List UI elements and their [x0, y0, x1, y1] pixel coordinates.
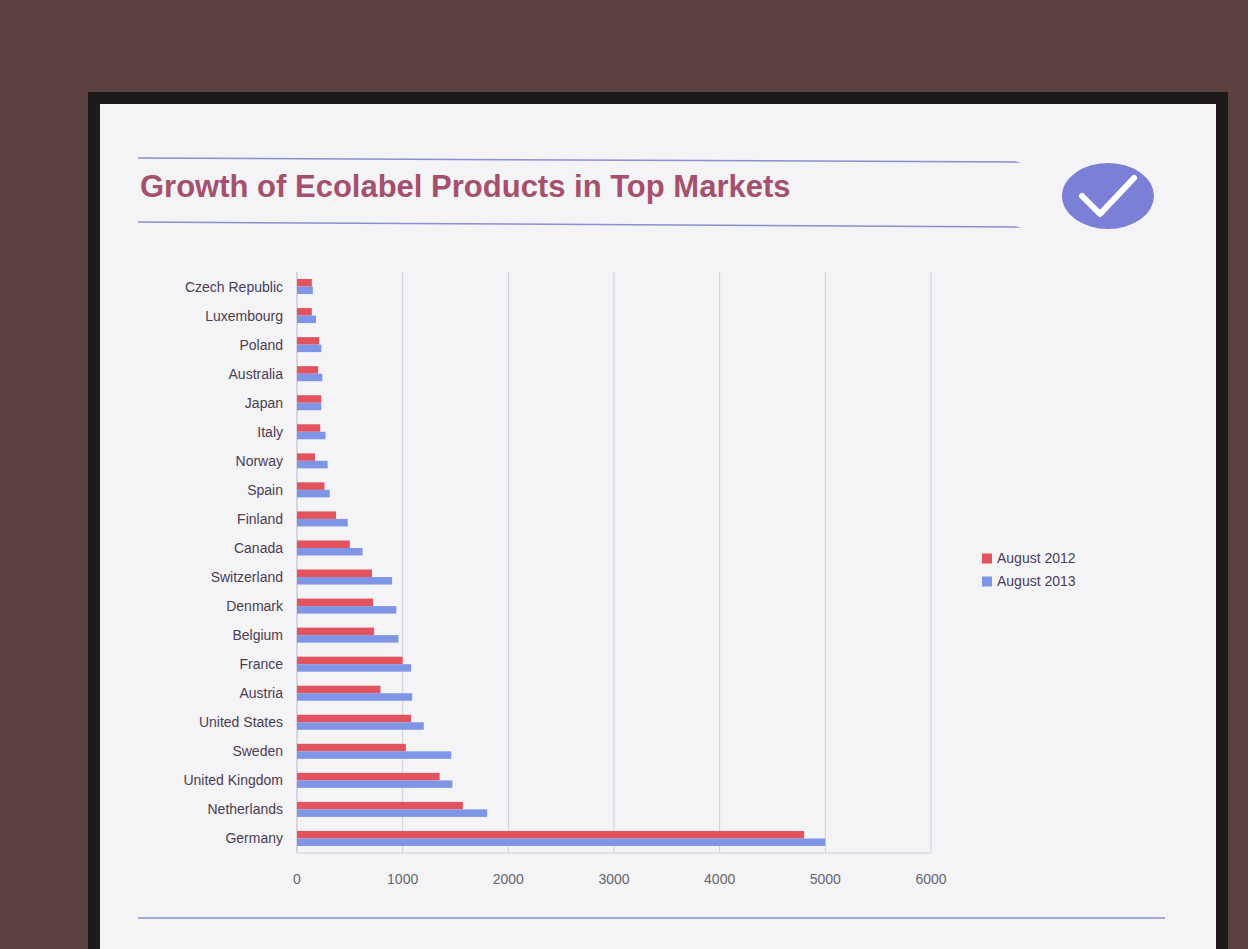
category-label: Belgium: [232, 627, 283, 643]
category-label: United Kingdom: [183, 772, 283, 788]
grid-line: [402, 272, 403, 853]
bar: [297, 838, 825, 846]
category-label: Austria: [239, 685, 283, 701]
axis-line: [297, 853, 931, 854]
bar: [297, 664, 411, 672]
bar: [297, 548, 363, 556]
bar: [297, 693, 412, 701]
category-label: Italy: [257, 424, 283, 440]
bar: [297, 744, 406, 752]
legend-label: August 2013: [997, 573, 1076, 589]
title-rule: [138, 222, 1020, 227]
category-label: Luxembourg: [205, 308, 283, 324]
title: Growth of Ecolabel Products in Top Marke…: [140, 169, 791, 204]
legend-swatch: [982, 554, 992, 564]
bar: [297, 424, 320, 432]
category-label: Sweden: [232, 743, 283, 759]
bar: [297, 780, 452, 788]
category-label: Czech Republic: [185, 279, 283, 295]
grid-line: [719, 272, 720, 853]
bar: [297, 308, 312, 316]
bar: [297, 540, 350, 548]
bar: [297, 461, 328, 469]
bar: [297, 374, 322, 382]
bar: [297, 722, 424, 730]
bar: [297, 345, 321, 353]
bar: [297, 657, 403, 665]
category-label: Spain: [247, 482, 283, 498]
logo: [1062, 163, 1154, 229]
bar: [297, 337, 319, 345]
bars: [297, 279, 825, 846]
bar: [297, 403, 321, 411]
bar: [297, 395, 321, 403]
category-label: Japan: [245, 395, 283, 411]
category-label: Norway: [236, 453, 283, 469]
bar: [297, 715, 411, 723]
category-label: United States: [199, 714, 283, 730]
bar: [297, 751, 451, 759]
bar: [297, 279, 312, 287]
bar: [297, 366, 318, 374]
footer-rule: [138, 917, 1165, 919]
bar: [297, 511, 336, 519]
tick-label: 2000: [493, 871, 524, 887]
tick-label: 3000: [598, 871, 629, 887]
grid-line: [825, 272, 826, 853]
bar: [297, 482, 324, 490]
title-rule: [138, 158, 1020, 162]
grid-line: [508, 272, 509, 853]
bar: [297, 606, 396, 614]
bar: [297, 773, 440, 781]
slide: [100, 104, 1216, 949]
bar: [297, 316, 316, 324]
category-label: Australia: [229, 366, 284, 382]
bar: [297, 287, 313, 295]
bar: [297, 809, 487, 817]
category-label: Denmark: [226, 598, 284, 614]
bar: [297, 628, 374, 636]
bar: [297, 519, 348, 527]
tick-label: 1000: [387, 871, 418, 887]
bar: [297, 635, 398, 643]
bar: [297, 570, 372, 578]
category-label: Netherlands: [208, 801, 284, 817]
bar: [297, 432, 326, 440]
category-label: Germany: [225, 830, 283, 846]
bar: [297, 686, 380, 694]
tick-label: 5000: [810, 871, 841, 887]
bar: [297, 453, 315, 461]
category-label: Canada: [234, 540, 283, 556]
category-label: Finland: [237, 511, 283, 527]
legend-swatch: [982, 577, 992, 587]
logo-check: [1082, 178, 1134, 214]
tick-label: 4000: [704, 871, 735, 887]
bar: [297, 831, 804, 839]
bar: [297, 490, 330, 498]
wall: [0, 0, 1248, 949]
category-label: Poland: [239, 337, 283, 353]
bar: [297, 599, 373, 607]
grid-line: [614, 272, 615, 853]
bar: [297, 802, 463, 810]
category-label: France: [239, 656, 283, 672]
tick-label: 0: [293, 871, 301, 887]
axis-line: [297, 272, 298, 853]
screen-frame: [88, 92, 1228, 949]
chart-root: Growth of Ecolabel Products in Top Marke…: [0, 0, 1248, 949]
bar: [297, 577, 392, 585]
grid-line: [931, 272, 932, 853]
legend-label: August 2012: [997, 550, 1076, 566]
category-label: Switzerland: [211, 569, 283, 585]
tick-label: 6000: [915, 871, 946, 887]
